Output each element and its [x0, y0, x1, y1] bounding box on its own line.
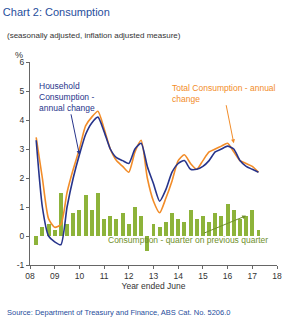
svg-text:Chart 2: Consumption: Chart 2: Consumption [3, 6, 110, 18]
svg-text:18: 18 [272, 271, 282, 281]
svg-text:HouseholdConsumption -annual c: HouseholdConsumption -annual change [39, 81, 95, 113]
svg-text:08: 08 [25, 271, 35, 281]
svg-text:Source: Department of Treasury: Source: Department of Treasury and Finan… [7, 308, 230, 317]
svg-text:3: 3 [20, 144, 25, 154]
svg-text:12: 12 [124, 271, 134, 281]
svg-text:Total Consumption - annualchan: Total Consumption - annualchange [172, 83, 276, 104]
svg-text:14: 14 [173, 271, 183, 281]
svg-text:Consumption - quarter on previ: Consumption - quarter on previous quarte… [108, 235, 268, 245]
svg-text:0: 0 [20, 231, 25, 241]
svg-text:10: 10 [75, 271, 85, 281]
svg-text:Year ended June: Year ended June [122, 281, 186, 291]
svg-text:13: 13 [149, 271, 159, 281]
svg-text:15: 15 [198, 271, 208, 281]
svg-text:2: 2 [20, 173, 25, 183]
svg-text:09: 09 [50, 271, 60, 281]
svg-text:%: % [15, 50, 23, 60]
svg-text:6: 6 [20, 57, 25, 67]
svg-text:-1: -1 [17, 260, 25, 270]
svg-text:1: 1 [20, 202, 25, 212]
svg-text:16: 16 [223, 271, 233, 281]
svg-text:5: 5 [20, 86, 25, 96]
svg-text:4: 4 [20, 115, 25, 125]
svg-text:11: 11 [100, 271, 109, 281]
svg-text:(seasonally adjusted, inflatio: (seasonally adjusted, inflation adjusted… [7, 31, 181, 40]
svg-text:17: 17 [248, 271, 258, 281]
